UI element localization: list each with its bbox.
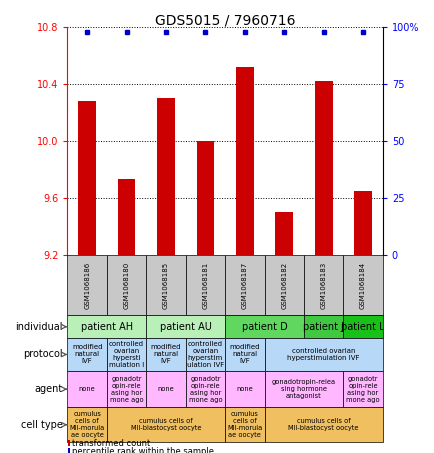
- Text: gonadotropin-relea
sing hormone
antagonist: gonadotropin-relea sing hormone antagoni…: [271, 379, 335, 399]
- Text: patient AH: patient AH: [81, 322, 133, 332]
- Bar: [67, 407, 107, 442]
- Text: gonadotr
opin-rele
asing hor
mone ago: gonadotr opin-rele asing hor mone ago: [345, 376, 379, 403]
- Bar: [107, 407, 225, 442]
- Bar: [342, 315, 382, 338]
- Text: GSM1068181: GSM1068181: [202, 261, 208, 309]
- Text: agent: agent: [34, 384, 62, 394]
- Bar: [67, 255, 107, 315]
- Text: gonadotr
opin-rele
asing hor
mone ago: gonadotr opin-rele asing hor mone ago: [109, 376, 143, 403]
- Bar: [225, 371, 264, 407]
- Bar: [353, 191, 371, 255]
- Bar: [225, 315, 303, 338]
- Title: GDS5015 / 7960716: GDS5015 / 7960716: [155, 13, 295, 27]
- Bar: [146, 315, 225, 338]
- Bar: [185, 255, 225, 315]
- Bar: [107, 255, 146, 315]
- Bar: [67, 371, 107, 407]
- Text: modified
natural
IVF: modified natural IVF: [72, 344, 102, 365]
- Text: GSM1068186: GSM1068186: [84, 261, 90, 309]
- Text: cell type: cell type: [21, 420, 62, 430]
- Bar: [225, 407, 264, 442]
- Bar: [303, 255, 342, 315]
- Bar: [67, 338, 107, 371]
- Text: individual: individual: [15, 322, 62, 332]
- Text: controlled
ovarian
hypersti
mulation I: controlled ovarian hypersti mulation I: [108, 341, 144, 368]
- Text: patient D: patient D: [241, 322, 287, 332]
- Bar: [264, 407, 382, 442]
- Text: GSM1068183: GSM1068183: [320, 261, 326, 309]
- Text: none: none: [79, 386, 95, 392]
- Text: GSM1068184: GSM1068184: [359, 261, 365, 308]
- Bar: [264, 255, 303, 315]
- Bar: [342, 255, 382, 315]
- Text: cumulus cells of
MII-blastocyst oocyte: cumulus cells of MII-blastocyst oocyte: [131, 418, 201, 431]
- Text: protocol: protocol: [23, 349, 62, 360]
- Text: GSM1068180: GSM1068180: [123, 261, 129, 309]
- Bar: [303, 315, 342, 338]
- Text: controlled
ovarian
hyperstim
ulation IVF: controlled ovarian hyperstim ulation IVF: [186, 341, 224, 368]
- Text: patient L: patient L: [341, 322, 384, 332]
- Text: cumulus
cells of
MII-morula
ae oocyte: cumulus cells of MII-morula ae oocyte: [227, 411, 262, 438]
- Bar: [264, 371, 342, 407]
- Bar: [146, 255, 185, 315]
- Bar: [107, 338, 146, 371]
- Bar: [185, 338, 225, 371]
- Text: transformed count: transformed count: [72, 439, 150, 448]
- Bar: [225, 255, 264, 315]
- Bar: [68, 448, 69, 453]
- Text: patient AU: patient AU: [159, 322, 211, 332]
- Bar: [157, 98, 174, 255]
- Bar: [275, 212, 293, 255]
- Bar: [78, 101, 96, 255]
- Text: none: none: [157, 386, 174, 392]
- Text: gonadotr
opin-rele
asing hor
mone ago: gonadotr opin-rele asing hor mone ago: [188, 376, 222, 403]
- Bar: [67, 315, 146, 338]
- Text: modified
natural
IVF: modified natural IVF: [151, 344, 181, 365]
- Text: GSM1068187: GSM1068187: [241, 261, 247, 309]
- Bar: [314, 81, 332, 255]
- Text: modified
natural
IVF: modified natural IVF: [229, 344, 260, 365]
- Bar: [118, 179, 135, 255]
- Text: cumulus cells of
MII-blastocyst oocyte: cumulus cells of MII-blastocyst oocyte: [288, 418, 358, 431]
- Bar: [146, 371, 185, 407]
- Text: controlled ovarian
hyperstimulation IVF: controlled ovarian hyperstimulation IVF: [287, 348, 359, 361]
- Text: GSM1068182: GSM1068182: [281, 261, 286, 308]
- Bar: [196, 141, 214, 255]
- Bar: [107, 371, 146, 407]
- Bar: [68, 440, 69, 446]
- Text: cumulus
cells of
MII-morula
ae oocyte: cumulus cells of MII-morula ae oocyte: [69, 411, 105, 438]
- Text: none: none: [236, 386, 253, 392]
- Bar: [264, 338, 382, 371]
- Bar: [342, 371, 382, 407]
- Bar: [235, 67, 253, 255]
- Bar: [225, 338, 264, 371]
- Bar: [185, 371, 225, 407]
- Text: GSM1068185: GSM1068185: [163, 261, 168, 308]
- Text: patient J: patient J: [302, 322, 343, 332]
- Bar: [146, 338, 185, 371]
- Text: percentile rank within the sample: percentile rank within the sample: [72, 447, 214, 453]
